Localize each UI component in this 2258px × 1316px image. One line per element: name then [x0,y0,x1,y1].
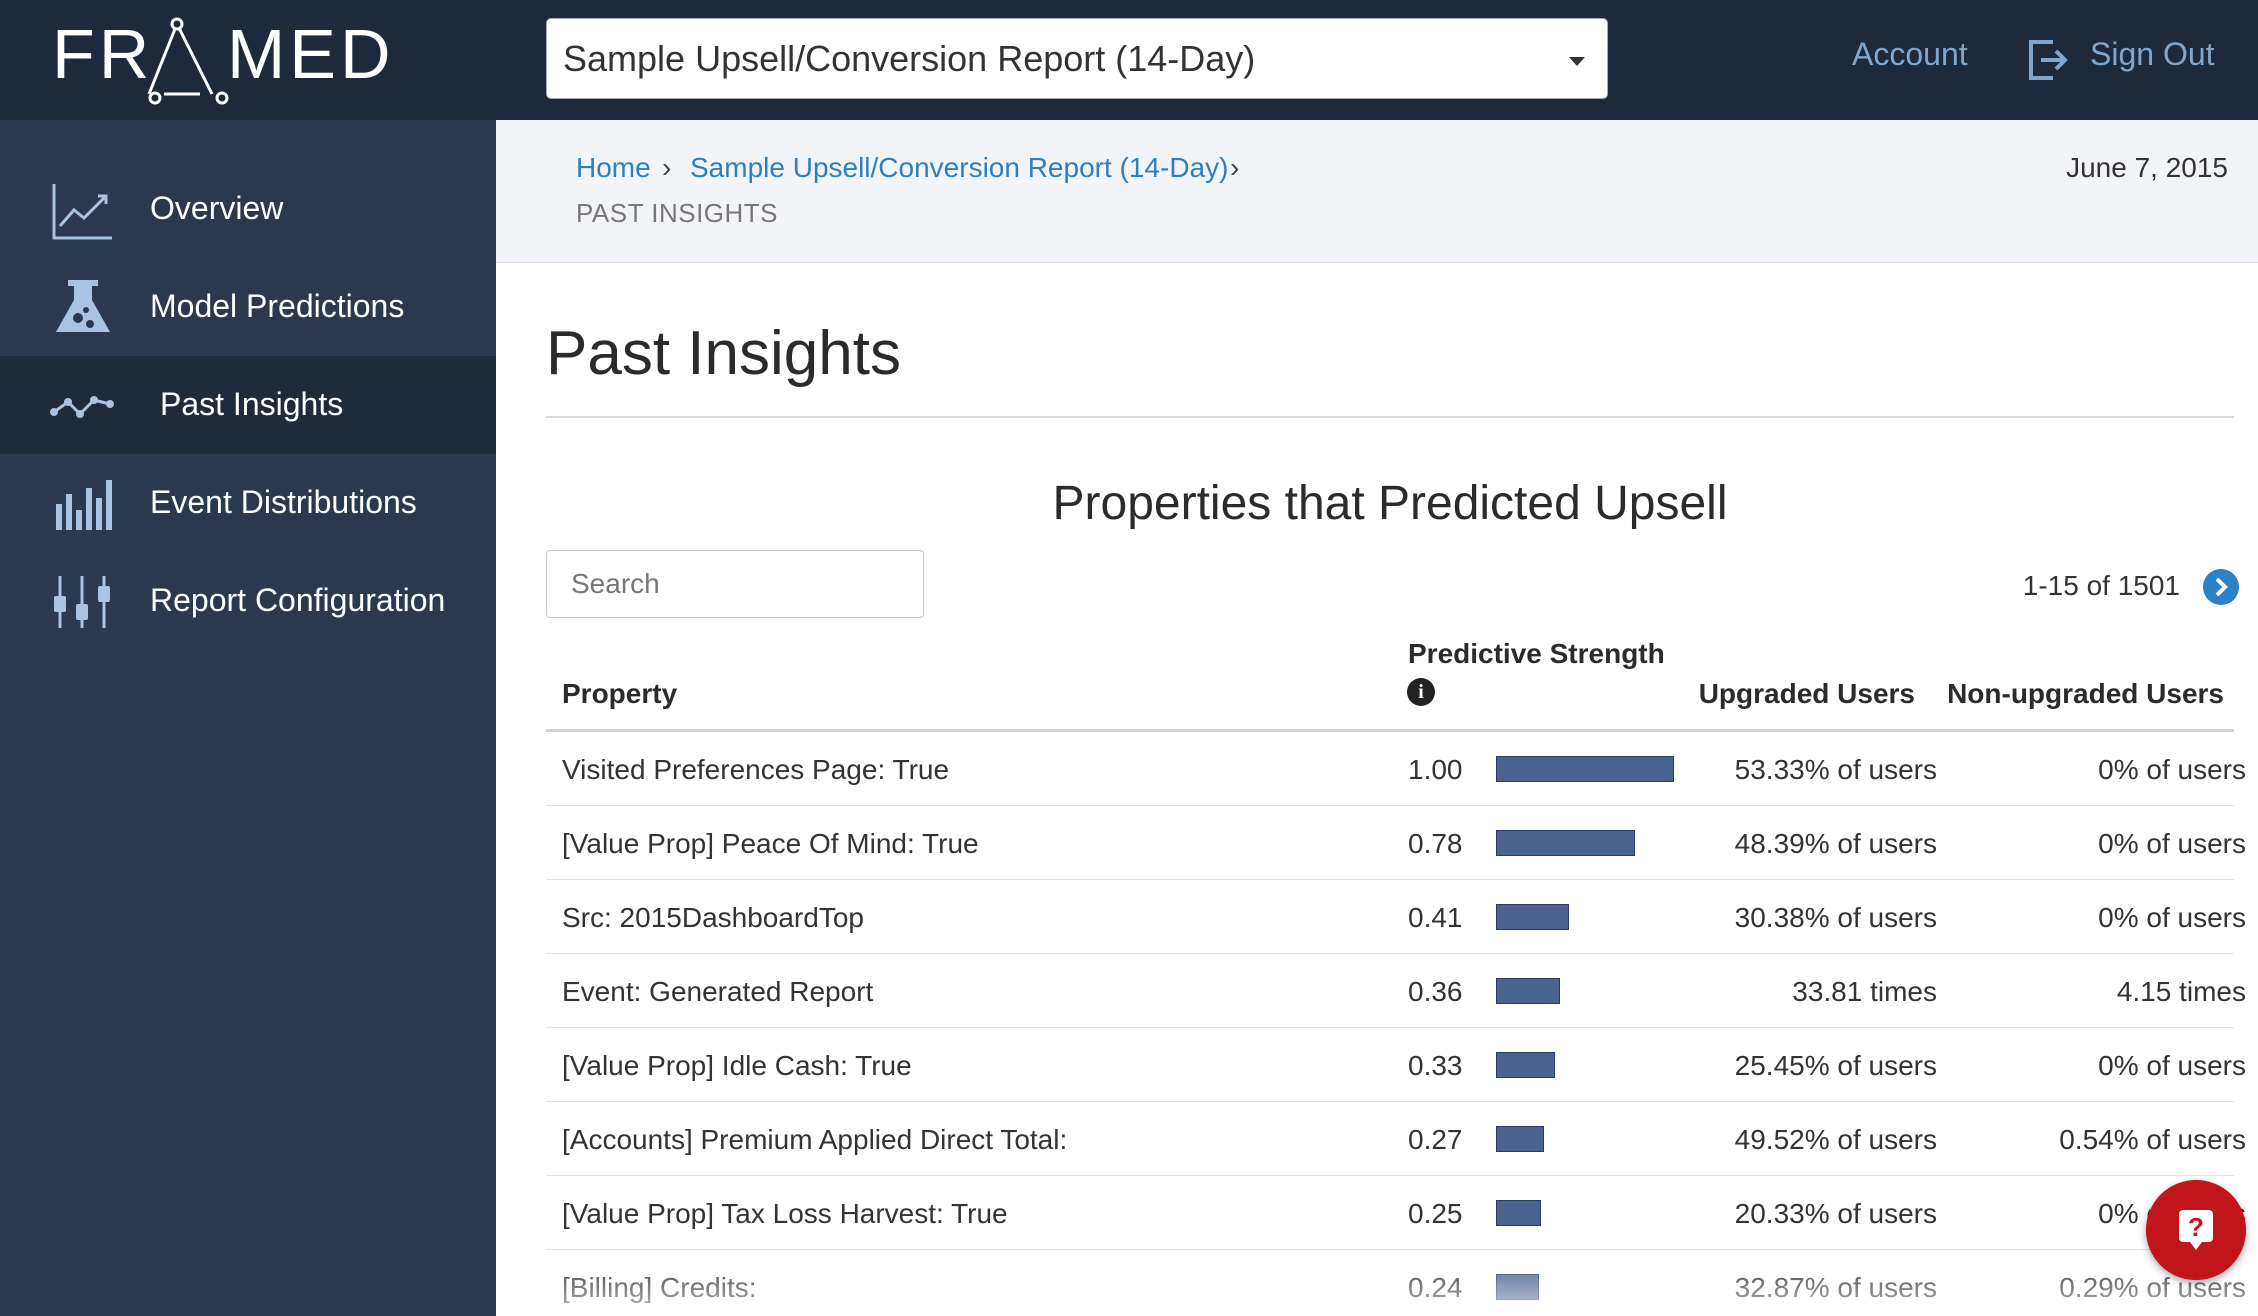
line-points-icon [50,396,114,418]
non-upgraded-users-cell: 4.15 times [2116,976,2246,1007]
sign-out-icon[interactable] [2025,36,2073,84]
report-date: June 7, 2015 [2066,152,2228,183]
column-header-upgraded-users[interactable]: Upgraded Users [1698,678,1915,709]
table-row[interactable]: Src: 2015DashboardTop 0.41 30.38% of users… [546,880,2246,954]
non-upgraded-users-cell: 0% of users [2098,902,2246,933]
property-cell: Event: Generated Report [562,976,874,1007]
table-row[interactable]: Visited Preferences Page: True 1.00 53.33%… [546,732,2246,806]
help-question-icon: ? [2179,1210,2213,1250]
breadcrumb-chevron-icon: › [1230,152,1240,183]
column-header-non-upgraded-users[interactable]: Non-upgraded Users [1947,678,2224,709]
property-cell: Src: 2015DashboardTop [562,902,864,933]
sidebar-item-label: Overview [150,190,284,226]
strength-score-cell: 0.25 [1408,1198,1463,1229]
strength-score-cell: 0.78 [1408,828,1463,859]
property-cell: [Billing] Credits: [562,1272,757,1303]
breadcrumb-report-link[interactable]: Sample Upsell/Conversion Report (14-Day) [690,152,1229,183]
upgraded-users-cell: 32.87% of users [1734,1272,1937,1303]
top-bar: FR MED Sample Upsell/Conversion Report (… [0,0,2258,120]
strength-bar [1496,1126,1544,1152]
trend-chart-icon [52,184,112,240]
sidebar-item-label: Past Insights [160,386,344,422]
divider [546,416,2234,418]
table-row[interactable]: [Value Prop] Idle Cash: True 0.33 25.45% o… [546,1028,2246,1102]
table-row[interactable]: [Accounts] Premium Applied Direct Total:… [546,1102,2246,1176]
non-upgraded-users-cell: 0% of users [2098,1050,2246,1081]
non-upgraded-users-cell: 0% of users [2098,828,2246,859]
report-select-value: Sample Upsell/Conversion Report (14-Day) [563,37,1256,79]
framed-logo[interactable]: FR MED [52,16,412,106]
breadcrumb-current: PAST INSIGHTS [576,198,779,228]
upgraded-users-cell: 49.52% of users [1734,1124,1937,1155]
logo-text-left: FR [52,16,153,93]
sidebar-item-label: Report Configuration [150,582,446,618]
strength-score-cell: 0.36 [1408,976,1463,1007]
logo-triangle-mark [147,17,229,105]
strength-bar [1496,830,1635,856]
strength-score-cell: 0.24 [1408,1272,1463,1303]
next-page-icon[interactable] [2203,569,2239,605]
info-icon[interactable]: i [1407,678,1435,706]
sidebar-item-event-distributions[interactable]: Event Distributions [0,454,496,552]
property-cell: Visited Preferences Page: True [562,754,950,785]
svg-text:?: ? [2188,1212,2204,1242]
table-row[interactable]: [Billing] Credits: 0.24 32.87% of users 0.2… [546,1250,2246,1316]
logo-text-right: MED [227,16,395,93]
help-chat-button[interactable]: ? [2146,1180,2246,1280]
strength-score-cell: 0.33 [1408,1050,1463,1081]
sidebar-item-past-insights[interactable]: Past Insights [0,356,496,454]
account-link[interactable]: Account [1852,36,1968,72]
property-cell: [Accounts] Premium Applied Direct Total: [562,1124,1068,1155]
sidebar-item-report-configuration[interactable]: Report Configuration [0,552,496,650]
table-header-divider [546,729,2234,732]
strength-bar [1496,756,1674,782]
flask-icon [56,280,110,332]
non-upgraded-users-cell: 0% of users [2098,754,2246,785]
strength-bar [1496,1200,1541,1226]
sliders-icon [54,576,110,628]
strength-score-cell: 1.00 [1408,754,1463,785]
non-upgraded-users-cell: 0.54% of users [2059,1124,2246,1155]
bar-chart-icon [56,480,112,530]
property-cell: [Value Prop] Peace Of Mind: True [562,828,979,859]
upgraded-users-cell: 48.39% of users [1734,828,1937,859]
upgraded-users-cell: 53.33% of users [1734,754,1937,785]
strength-bar [1496,904,1569,930]
upgraded-users-cell: 33.81 times [1792,976,1937,1007]
table-row[interactable]: [Value Prop] Tax Loss Harvest: True 0.25 2… [546,1176,2246,1250]
pagination-range: 1-15 of 1501 [2022,570,2180,601]
property-cell: [Value Prop] Tax Loss Harvest: True [562,1198,1008,1229]
strength-bar [1496,1274,1539,1300]
chevron-down-icon [1569,57,1585,66]
breadcrumb [496,120,2258,263]
sidebar-item-overview[interactable]: Overview [0,160,496,258]
strength-score-cell: 0.27 [1408,1124,1463,1155]
strength-bar [1496,1052,1555,1078]
upgraded-users-cell: 25.45% of users [1734,1050,1937,1081]
strength-bar [1496,978,1560,1004]
property-cell: [Value Prop] Idle Cash: True [562,1050,912,1081]
sidebar-item-label: Model Predictions [150,288,405,324]
report-select[interactable]: Sample Upsell/Conversion Report (14-Day) [546,18,1608,99]
search-input[interactable] [546,550,924,618]
section-title: Properties that Predicted Upsell [1052,477,1728,530]
column-header-property[interactable]: Property [562,678,678,709]
non-upgraded-users-cell: 0.29% of users [2059,1272,2246,1303]
breadcrumb-chevron-icon: › [662,152,672,183]
breadcrumb-home-link[interactable]: Home [576,152,651,183]
upgraded-users-cell: 30.38% of users [1734,902,1937,933]
sidebar-item-model-predictions[interactable]: Model Predictions [0,258,496,356]
sidebar: Overview Model Predictions Past Insights [0,120,496,1316]
strength-score-cell: 0.41 [1408,902,1463,933]
column-header-predictive-strength[interactable]: Predictive Strength [1408,638,1665,669]
upgraded-users-cell: 20.33% of users [1734,1198,1937,1229]
sign-out-link[interactable]: Sign Out [2090,36,2215,72]
sidebar-item-label: Event Distributions [150,484,417,520]
table-row[interactable]: Event: Generated Report 0.36 33.81 times 4.… [546,954,2246,1028]
page-title: Past Insights [546,319,901,388]
table-row[interactable]: [Value Prop] Peace Of Mind: True 0.78 48.3… [546,806,2246,880]
